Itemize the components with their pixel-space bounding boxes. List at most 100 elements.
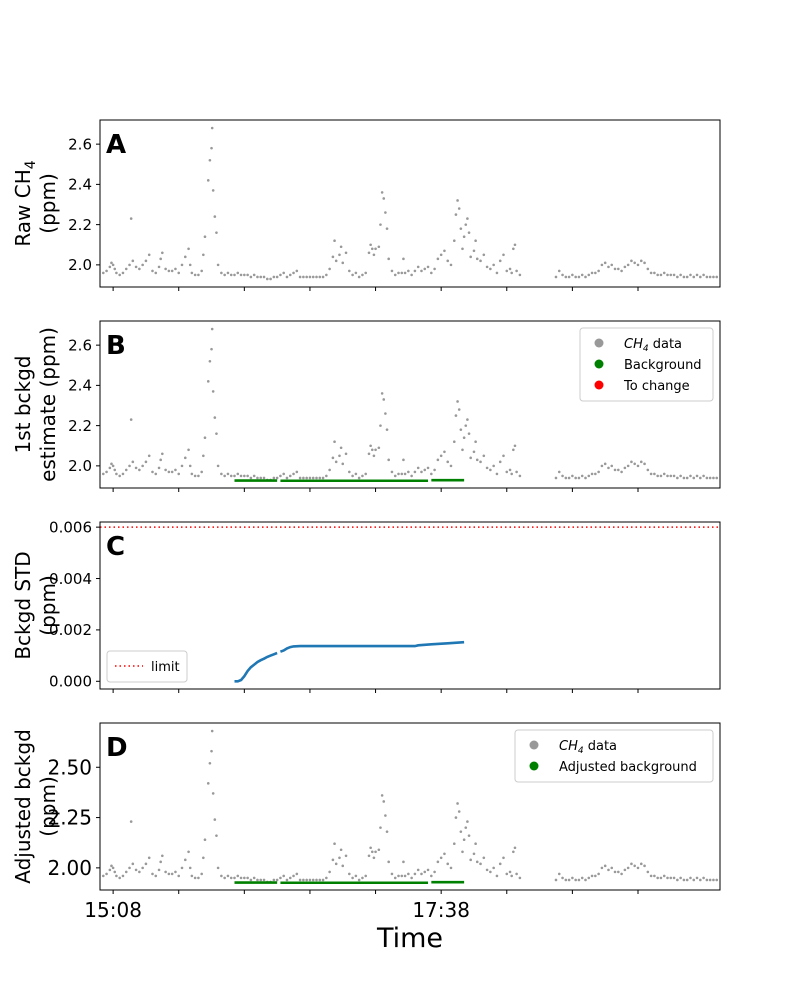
data-point <box>436 860 440 864</box>
data-point <box>426 868 430 872</box>
data-point <box>564 878 568 882</box>
data-point <box>272 476 276 480</box>
data-point <box>203 436 207 439</box>
data-point <box>600 866 604 870</box>
data-point <box>243 876 246 880</box>
data-point <box>397 472 400 476</box>
data-point <box>510 874 513 878</box>
panel-C: 0.000 0.002 0.004 0.006 C Bckgd STD(ppm) limit <box>11 518 721 693</box>
data-point <box>385 830 389 833</box>
data-point <box>339 245 343 249</box>
y-tick-label: 2.00 <box>47 856 92 880</box>
data-point <box>513 444 517 448</box>
data-point <box>397 874 400 878</box>
data-point <box>643 864 646 868</box>
data-point <box>384 814 387 817</box>
data-point <box>433 468 436 472</box>
data-point <box>177 874 181 878</box>
data-point <box>272 878 276 882</box>
data-point <box>334 259 338 263</box>
data-point <box>374 247 377 251</box>
data-point <box>485 466 489 470</box>
data-point <box>584 878 587 882</box>
data-point <box>351 876 354 880</box>
y-label-line-2: estimate (ppm) <box>36 327 60 482</box>
data-point <box>554 878 558 882</box>
data-point <box>587 273 591 277</box>
data-point <box>459 227 463 230</box>
data-point <box>167 872 171 876</box>
data-point <box>423 468 427 472</box>
data-point <box>436 257 440 261</box>
legend-label: Adjusted background <box>559 760 697 775</box>
data-point <box>380 794 384 797</box>
data-point <box>131 460 135 464</box>
data-point <box>236 271 240 275</box>
data-point <box>390 269 394 273</box>
data-point <box>385 428 389 431</box>
data-point <box>705 476 709 480</box>
data-point <box>474 842 477 846</box>
data-point <box>577 878 581 882</box>
data-point <box>197 876 200 880</box>
data-point <box>275 878 279 882</box>
data-point <box>379 424 382 427</box>
data-point <box>577 476 581 480</box>
data-point <box>467 432 471 435</box>
data-point <box>407 470 410 474</box>
data-point <box>461 448 464 452</box>
data-point <box>443 450 446 454</box>
data-point <box>603 864 607 868</box>
legend: CH4 data Adjusted background <box>514 729 714 783</box>
data-point <box>167 470 171 474</box>
data-point <box>430 472 433 476</box>
data-point <box>561 876 564 880</box>
data-point <box>492 263 495 267</box>
axes-frame <box>99 320 721 489</box>
data-point <box>567 476 571 480</box>
data-point <box>446 862 450 866</box>
data-point <box>685 275 689 279</box>
data-point <box>341 462 345 466</box>
data-point <box>147 856 151 860</box>
data-point <box>211 792 215 795</box>
data-point <box>446 259 450 263</box>
data-point <box>161 251 164 255</box>
data-point <box>216 866 220 870</box>
data-point <box>626 866 630 870</box>
data-point <box>357 476 361 480</box>
data-point <box>183 255 187 259</box>
data-point <box>115 271 118 275</box>
data-point <box>311 878 315 882</box>
std-line <box>279 640 465 653</box>
data-point <box>439 856 443 860</box>
data-point <box>105 470 108 474</box>
data-point <box>161 452 164 456</box>
data-point <box>134 868 138 872</box>
data-point <box>357 878 361 882</box>
data-point <box>420 470 423 474</box>
data-point <box>170 269 174 273</box>
data-point <box>367 854 371 858</box>
data-point <box>334 862 338 866</box>
data-point <box>333 842 336 846</box>
data-point <box>154 271 158 275</box>
data-point <box>321 275 325 279</box>
data-point <box>141 263 144 267</box>
y-tick-label: 0.004 <box>49 570 92 588</box>
data-point <box>210 729 214 733</box>
data-point <box>607 265 610 269</box>
data-point <box>357 275 361 279</box>
data-point <box>630 460 633 464</box>
data-point <box>210 749 213 753</box>
data-point <box>433 870 436 874</box>
data-point <box>157 868 161 872</box>
data-point <box>180 464 184 468</box>
data-point <box>467 231 471 234</box>
data-point <box>702 876 705 880</box>
data-point <box>656 273 659 277</box>
data-point <box>315 476 318 480</box>
legend-marker <box>594 380 604 390</box>
data-point <box>229 474 233 478</box>
y-tick-label: 0.000 <box>49 673 92 691</box>
